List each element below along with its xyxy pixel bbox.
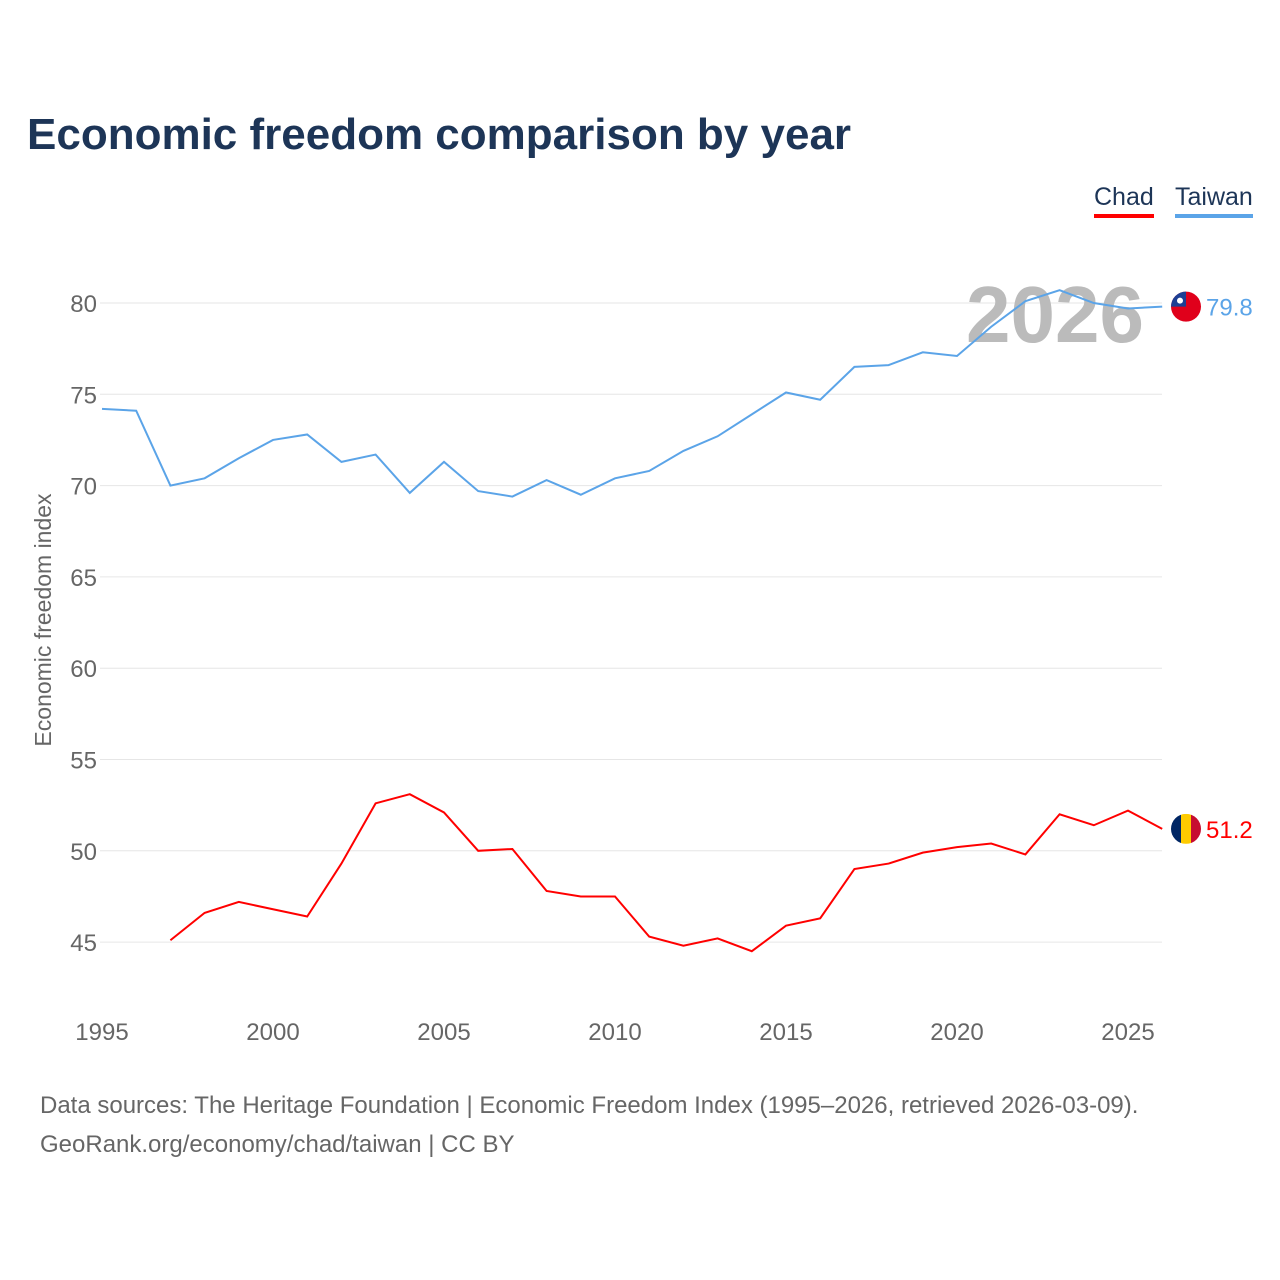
y-tick-label: 55 xyxy=(70,748,97,775)
y-tick-label: 60 xyxy=(70,656,97,683)
y-tick-label: 80 xyxy=(70,291,97,318)
y-tick-label: 50 xyxy=(70,839,97,866)
source-line-1: Data sources: The Heritage Foundation | … xyxy=(40,1092,1139,1119)
y-tick-label: 70 xyxy=(70,474,97,501)
x-tick-label: 2010 xyxy=(588,1019,641,1046)
x-tick-label: 1995 xyxy=(75,1019,128,1046)
chad-flag-icon xyxy=(1191,813,1201,844)
series-line-taiwan xyxy=(101,289,1163,498)
x-tick-label: 2025 xyxy=(1101,1019,1154,1046)
chad-flag-icon xyxy=(1181,813,1191,844)
y-tick-label: 45 xyxy=(70,930,97,957)
taiwan-flag-sun xyxy=(1177,297,1183,304)
legend-chad[interactable]: Chad xyxy=(1094,183,1154,218)
chart-title: Economic freedom comparison by year xyxy=(27,110,852,159)
x-tick-label: 2015 xyxy=(759,1019,812,1046)
x-tick-label: 2020 xyxy=(930,1019,983,1046)
x-tick-label: 2000 xyxy=(246,1019,299,1046)
end-value-label-chad: 51.2 xyxy=(1206,817,1253,844)
y-axis-label: Economic freedom index xyxy=(30,493,56,747)
source-note: Data sources: The Heritage Foundation | … xyxy=(40,1086,1138,1164)
legend-taiwan[interactable]: Taiwan xyxy=(1175,183,1253,218)
series-line-chad xyxy=(169,793,1163,953)
year-watermark: 2026 xyxy=(966,270,1144,359)
chad-flag-icon xyxy=(1171,813,1181,844)
y-tick-label: 75 xyxy=(70,382,97,409)
end-value-label-taiwan: 79.8 xyxy=(1206,295,1253,322)
source-line-2[interactable]: GeoRank.org/economy/chad/taiwan | CC BY xyxy=(40,1131,515,1158)
x-tick-label: 2005 xyxy=(417,1019,470,1046)
y-tick-label: 65 xyxy=(70,565,97,592)
